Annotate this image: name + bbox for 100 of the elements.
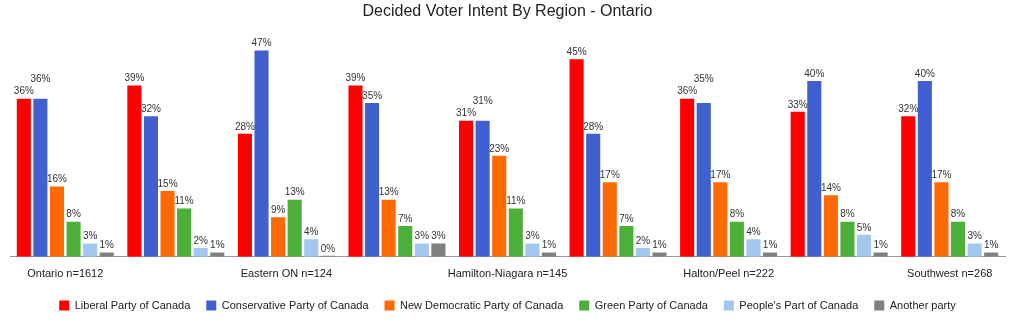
- bar: [807, 81, 822, 257]
- bar: [586, 133, 601, 257]
- data-label: 1%: [541, 239, 557, 251]
- legend-label: Conservative Party of Canada: [221, 298, 370, 311]
- bar: [696, 103, 711, 257]
- bar: [823, 195, 838, 257]
- bar: [475, 120, 490, 257]
- bar: [16, 98, 31, 257]
- bar: [348, 85, 363, 257]
- data-label: 14%: [820, 182, 841, 194]
- bar: [127, 85, 142, 257]
- data-label: 36%: [13, 85, 34, 97]
- bar: [254, 50, 269, 257]
- bar: [193, 248, 208, 257]
- bar: [33, 98, 48, 257]
- data-label: 11%: [506, 195, 526, 207]
- bar: [569, 59, 584, 257]
- data-label: 32%: [140, 103, 162, 115]
- data-label: 31%: [456, 107, 477, 119]
- data-label: 1%: [983, 239, 999, 251]
- bar: [49, 186, 65, 257]
- data-label: 8%: [950, 208, 966, 220]
- bar: [365, 103, 380, 257]
- data-label: 2%: [193, 234, 209, 246]
- bar: [304, 239, 319, 257]
- bar: [680, 98, 695, 257]
- legend-label: Liberal Party of Canada: [74, 298, 192, 311]
- bar: [713, 182, 728, 257]
- bar: [83, 243, 98, 257]
- data-label: 40%: [804, 67, 825, 79]
- data-label: 3%: [525, 230, 540, 242]
- legend-label: Green Party of Canada: [594, 298, 709, 311]
- bar: [525, 243, 540, 257]
- data-label: 1%: [99, 239, 115, 251]
- bar: [901, 116, 916, 257]
- bar: [160, 190, 175, 257]
- x-tick-label: Eastern ON n=124: [240, 267, 333, 280]
- bar: [492, 155, 507, 257]
- bar: [873, 252, 888, 257]
- bar: [66, 221, 81, 257]
- data-label: 1%: [652, 239, 667, 251]
- x-tick-label: Hamilton-Niagara n=145: [447, 267, 568, 280]
- data-label: 16%: [46, 173, 68, 185]
- bar: [967, 243, 982, 257]
- bar: [414, 243, 429, 257]
- data-label: 3%: [967, 230, 982, 242]
- data-label: 31%: [472, 95, 493, 107]
- bar: [950, 221, 966, 257]
- legend-label: New Democratic Party of Canada: [400, 298, 565, 311]
- bar: [99, 252, 114, 257]
- data-label: 40%: [914, 67, 935, 79]
- bar: [431, 243, 446, 257]
- data-label: 17%: [599, 168, 620, 180]
- legend-label: Another party: [889, 298, 957, 311]
- bar: [541, 252, 557, 257]
- bar: [177, 208, 192, 257]
- bar: [984, 252, 999, 257]
- data-label: 36%: [30, 73, 51, 85]
- bar: [398, 226, 413, 257]
- bar: [458, 120, 474, 257]
- data-label: 7%: [619, 212, 634, 224]
- data-label: 45%: [566, 45, 587, 57]
- x-tick-label: Southwest n=268: [907, 267, 993, 280]
- data-label: 17%: [931, 168, 952, 180]
- data-label: 35%: [693, 73, 714, 85]
- data-label: 1%: [873, 239, 888, 251]
- legend-label: People's Part of Canada: [739, 298, 860, 311]
- bar: [143, 116, 159, 257]
- bar: [602, 182, 617, 257]
- data-label: 8%: [729, 208, 745, 220]
- bar: [652, 252, 667, 257]
- bar: [840, 221, 855, 257]
- data-label: 39%: [124, 72, 145, 84]
- bar: [856, 234, 872, 257]
- data-label: 3%: [414, 230, 430, 242]
- data-label: 32%: [898, 103, 919, 115]
- bar: [790, 111, 805, 257]
- data-label: 8%: [66, 208, 81, 220]
- data-label: 47%: [251, 37, 272, 49]
- data-label: 28%: [234, 120, 256, 132]
- data-label: 1%: [210, 239, 225, 251]
- data-label: 13%: [378, 186, 399, 198]
- bar: [917, 81, 932, 257]
- bar: [934, 182, 949, 257]
- chart-title: Decided Voter Intent By Region - Ontario: [362, 2, 653, 20]
- x-tick-label: Ontario n=1612: [27, 267, 104, 280]
- data-label: 2%: [635, 234, 651, 246]
- bar: [508, 208, 523, 257]
- bar: [729, 221, 744, 257]
- data-label: 36%: [677, 85, 698, 97]
- data-label: 4%: [304, 225, 319, 237]
- data-label: 13%: [284, 186, 305, 198]
- data-label: 0%: [320, 242, 336, 254]
- bar: [210, 252, 225, 257]
- x-tick-label: Halton/Peel n=222: [683, 267, 775, 280]
- data-label: 39%: [345, 72, 366, 84]
- data-label: 7%: [398, 212, 413, 224]
- bar: [635, 248, 650, 257]
- bar: [746, 239, 761, 257]
- bar: [287, 199, 302, 257]
